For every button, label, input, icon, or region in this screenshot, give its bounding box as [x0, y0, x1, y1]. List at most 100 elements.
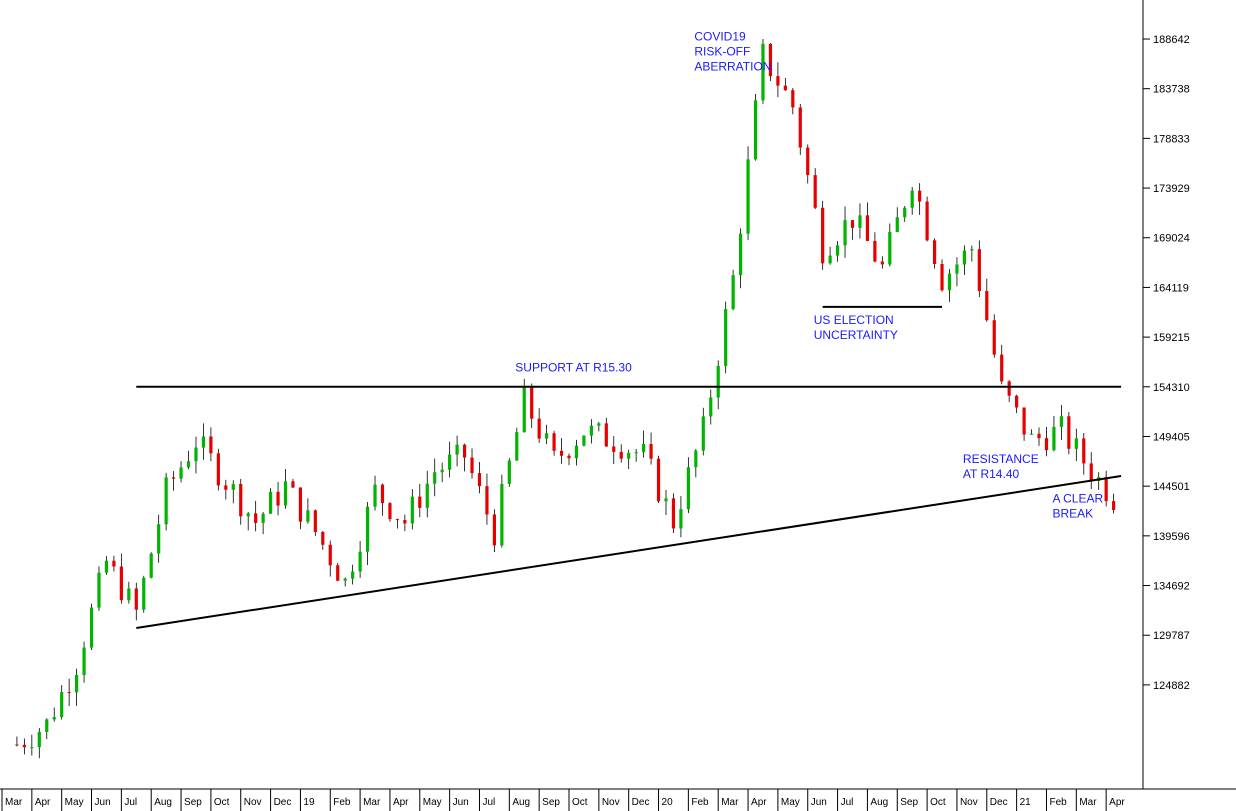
annotation-text: BREAK	[1052, 506, 1093, 520]
y-tick-label: 129787	[1153, 630, 1190, 642]
candle-up	[627, 452, 631, 459]
candlestick-series	[15, 38, 1116, 759]
candle-down	[485, 486, 489, 515]
candle-up	[425, 483, 429, 508]
candle-up	[664, 498, 668, 502]
annotation-text: RESISTANCE	[963, 452, 1039, 466]
candle-down	[1082, 438, 1086, 464]
x-tick-label: Feb	[333, 797, 351, 808]
y-tick-label: 178833	[1153, 133, 1190, 145]
candle-up	[582, 435, 586, 446]
candle-down	[477, 473, 482, 487]
candle-down	[985, 291, 989, 321]
candle-up	[515, 432, 519, 461]
candle-down	[649, 444, 653, 459]
candle-up	[574, 445, 579, 459]
y-tick-label: 159215	[1153, 332, 1190, 344]
candle-up	[895, 217, 899, 232]
candle-up	[75, 674, 79, 693]
candle-up	[261, 513, 265, 523]
candle-up	[89, 607, 94, 648]
candle-up	[500, 483, 504, 546]
candle-up	[679, 509, 683, 529]
candle-up	[701, 416, 705, 451]
x-tick-label: 21	[1020, 797, 1032, 808]
candle-down	[119, 566, 123, 601]
candle-down	[276, 491, 280, 506]
candle-down	[328, 544, 332, 566]
candle-up	[45, 719, 49, 732]
candle-up	[955, 264, 959, 274]
candle-down	[470, 457, 474, 474]
candle-down	[813, 175, 817, 208]
candle-up	[157, 524, 161, 554]
candle-down	[1007, 381, 1011, 396]
candle-up	[60, 691, 64, 718]
candle-up	[448, 454, 452, 470]
x-tick-label: Nov	[960, 797, 978, 808]
x-tick-label: Aug	[154, 797, 172, 808]
candle-up	[1074, 438, 1078, 449]
candle-down	[1037, 433, 1041, 439]
x-tick-label: Aug	[512, 797, 530, 808]
candle-up	[104, 560, 109, 573]
candle-up	[343, 578, 347, 581]
candle-down	[291, 481, 295, 488]
candle-up	[709, 397, 713, 417]
candle-up	[149, 553, 153, 578]
x-tick-label: Mar	[721, 797, 739, 808]
candle-down	[768, 43, 773, 77]
candle-down	[1067, 416, 1071, 449]
candle-down	[1015, 395, 1019, 408]
x-tick-label: 19	[303, 797, 315, 808]
annotation-text: A CLEAR	[1052, 491, 1103, 505]
x-tick-label: Jun	[95, 797, 111, 808]
candle-up	[410, 496, 414, 524]
candle-up	[738, 233, 743, 276]
candle-down	[224, 485, 228, 490]
trendline-line	[136, 475, 1122, 629]
candle-up	[642, 444, 646, 453]
y-tick-label: 149405	[1153, 431, 1190, 443]
annotation-text: RISK-OFF	[694, 44, 750, 58]
y-tick-label: 164119	[1153, 282, 1189, 294]
candle-down	[492, 514, 496, 546]
candle-down	[671, 498, 676, 529]
x-tick-label: Dec	[632, 797, 650, 808]
candle-up	[127, 588, 131, 601]
candle-up	[962, 250, 967, 265]
candle-down	[313, 510, 317, 532]
candle-up	[724, 309, 728, 366]
candle-up	[373, 484, 377, 507]
candle-up	[351, 571, 355, 579]
annotation-text: SUPPORT AT R15.30	[515, 361, 632, 375]
y-tick-label: 183738	[1153, 84, 1190, 96]
candle-up	[440, 469, 444, 473]
y-tick-label: 144501	[1153, 481, 1190, 493]
x-tick-label: Jun	[453, 797, 469, 808]
y-tick-label: 169024	[1153, 233, 1190, 245]
candle-up	[1052, 426, 1056, 451]
candle-up	[142, 577, 146, 610]
candle-down	[918, 190, 922, 202]
candle-down	[336, 565, 340, 581]
candle-up	[37, 731, 41, 748]
candle-up	[634, 452, 638, 454]
annotation-text: UNCERTAINTY	[814, 328, 898, 342]
candle-down	[798, 107, 802, 148]
candle-up	[843, 220, 847, 246]
candle-down	[656, 458, 661, 502]
x-tick-label: Feb	[1049, 797, 1067, 808]
x-tick-label: Jul	[124, 797, 137, 808]
candle-up	[753, 100, 758, 160]
candle-up	[365, 506, 370, 552]
candle-down	[977, 249, 981, 292]
candle-up	[597, 423, 601, 426]
annotation-text: COVID19	[694, 29, 746, 43]
candle-down	[873, 240, 877, 262]
candle-down	[1089, 463, 1093, 482]
candle-down	[865, 215, 870, 241]
y-tick-label: 173929	[1153, 183, 1190, 195]
